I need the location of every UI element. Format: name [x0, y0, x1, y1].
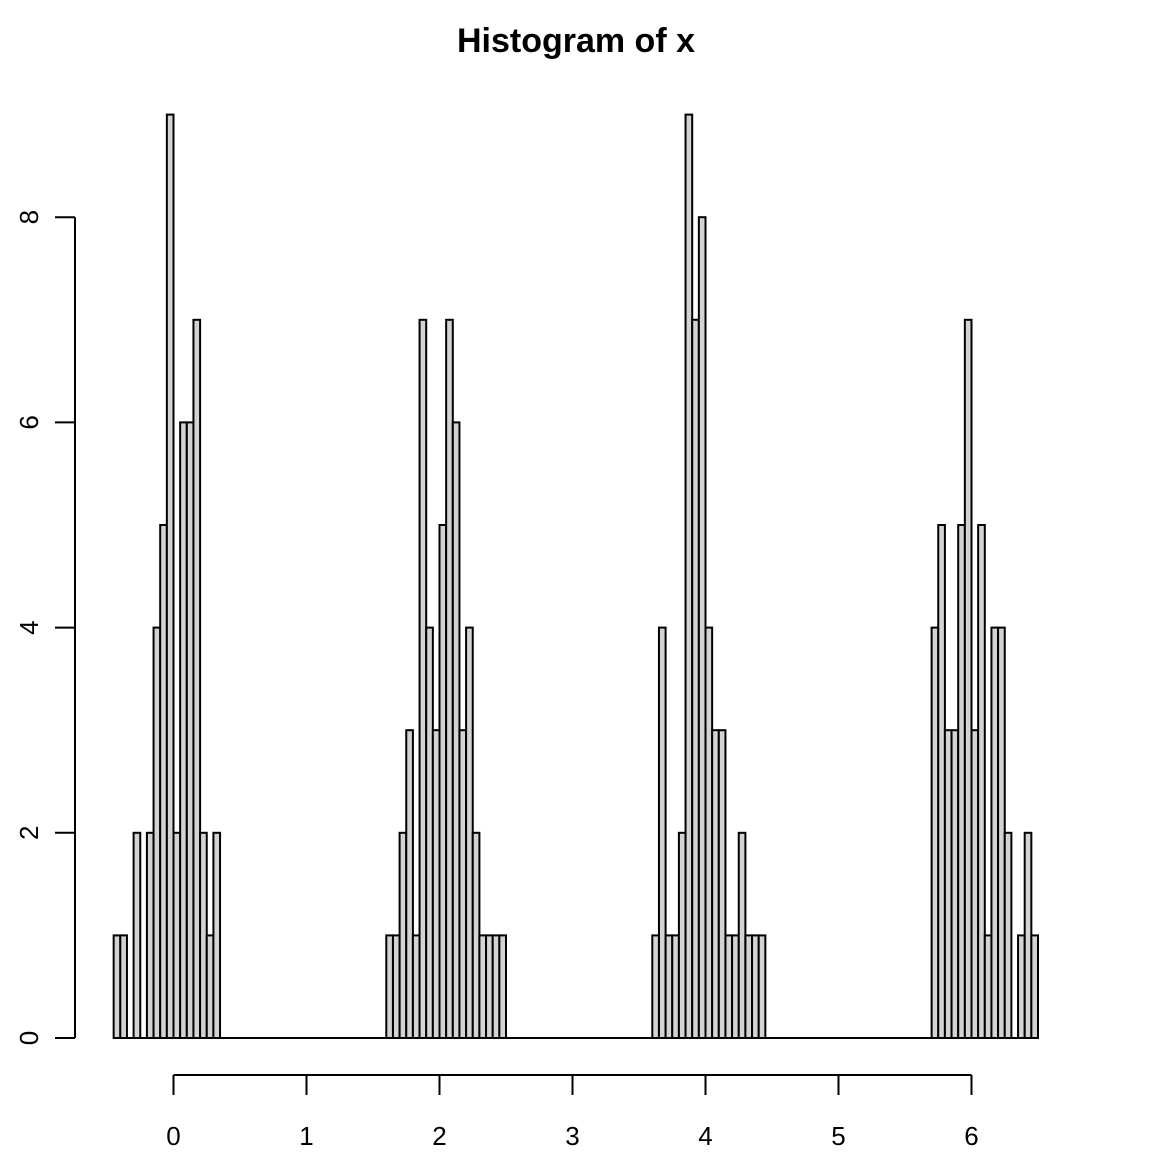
y-tick-label: 8: [14, 210, 44, 224]
histogram-bar: [1003, 831, 1013, 1039]
x-tick-label: 6: [964, 1121, 978, 1151]
y-axis: 0 2 4 6 8: [14, 210, 76, 1045]
y-tick-label: 2: [14, 826, 44, 840]
y-tick-label: 4: [14, 620, 44, 634]
bars-group: [112, 113, 1039, 1040]
y-tick-label: 6: [14, 415, 44, 429]
histogram-bar: [1030, 934, 1039, 1040]
histogram-bar: [405, 729, 414, 1039]
x-tick-label: 1: [299, 1121, 313, 1151]
x-axis: 0 1 2 3 4 5 6: [166, 1074, 979, 1151]
x-tick-label: 3: [565, 1121, 579, 1151]
x-tick-label: 0: [166, 1121, 180, 1151]
histogram-bar: [212, 831, 222, 1039]
histogram-bar: [963, 318, 973, 1039]
histogram-bar: [657, 626, 667, 1039]
x-tick-label: 2: [432, 1121, 446, 1151]
histogram-bar: [119, 934, 128, 1040]
x-tick-label: 4: [698, 1121, 712, 1151]
histogram-bar: [498, 934, 508, 1040]
histogram-bar: [757, 934, 767, 1040]
histogram-bar: [132, 831, 142, 1039]
histogram-bar: [977, 524, 986, 1039]
histogram-bar: [717, 729, 727, 1039]
histogram-bar: [165, 113, 175, 1040]
chart-title: Histogram of x: [457, 22, 695, 60]
y-tick-label: 0: [14, 1031, 44, 1045]
x-tick-label: 5: [831, 1121, 845, 1151]
histogram-bar: [192, 318, 202, 1039]
